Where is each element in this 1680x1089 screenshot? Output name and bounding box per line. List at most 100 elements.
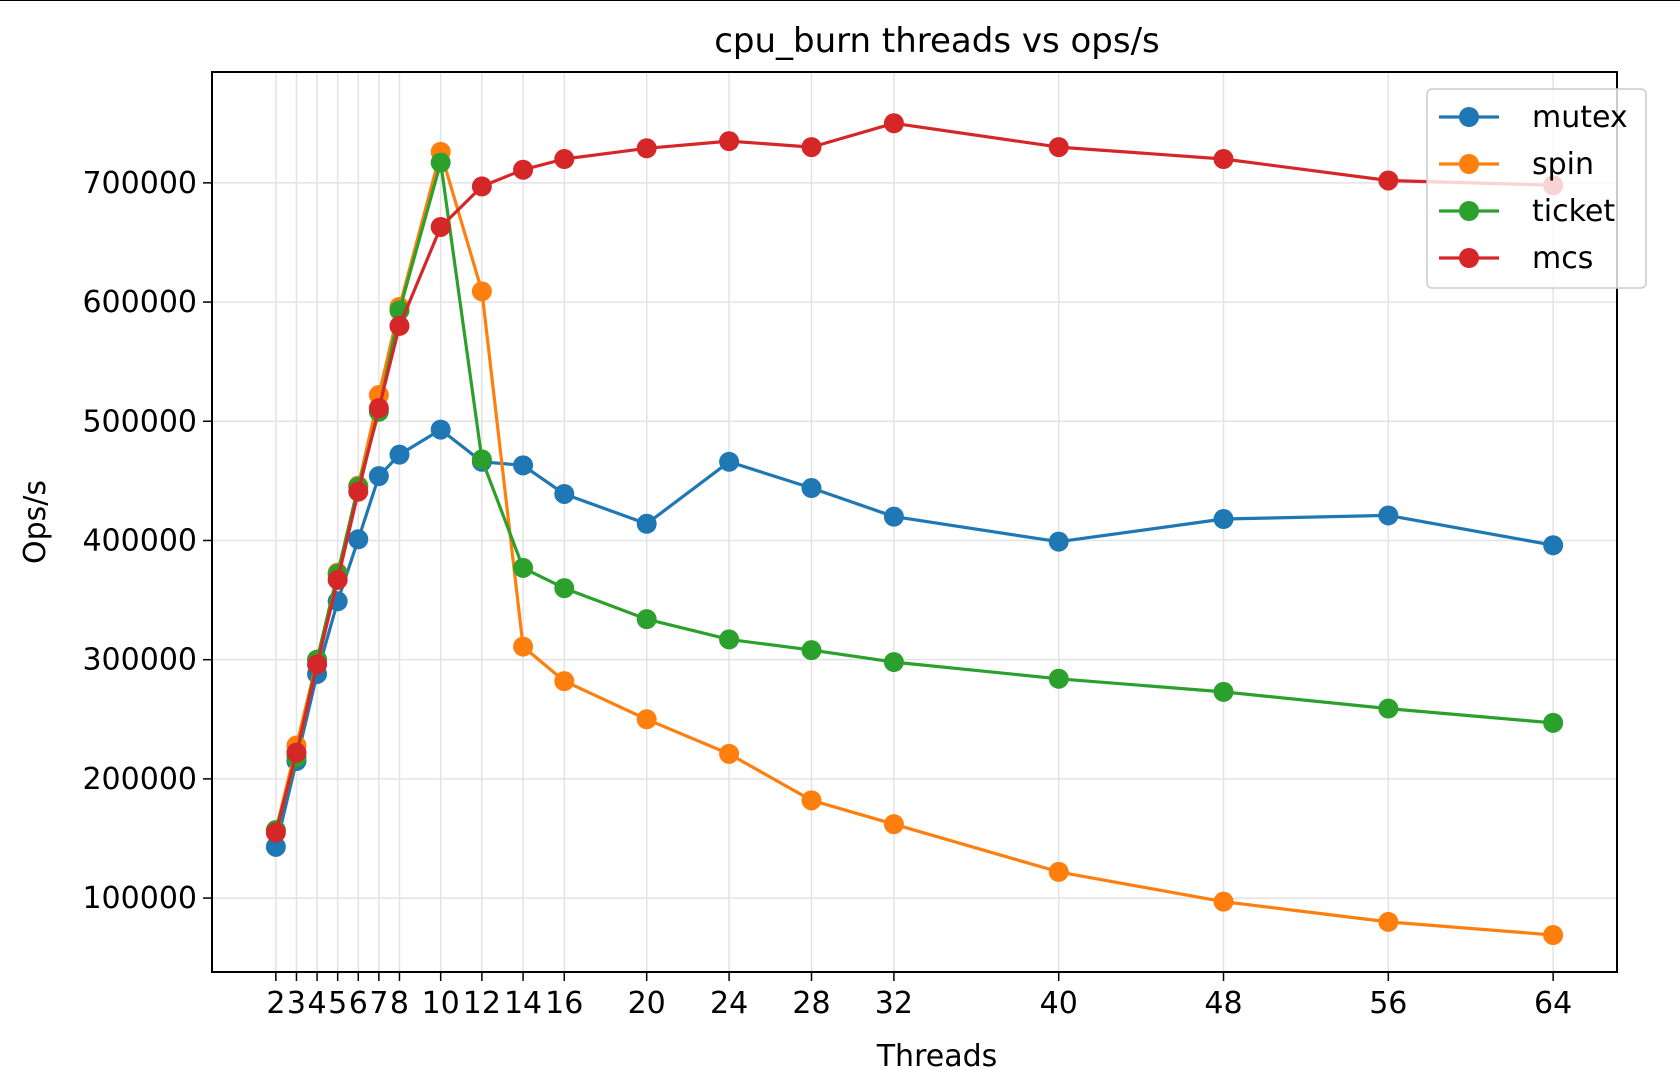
data-point-spin xyxy=(1048,861,1069,882)
x-tick-label: 4 xyxy=(308,986,327,1021)
x-axis-label: Threads xyxy=(876,1039,998,1074)
legend-box xyxy=(1426,88,1647,289)
data-point-mutex xyxy=(430,419,451,440)
data-point-mcs xyxy=(286,742,307,763)
data-point-ticket xyxy=(636,609,657,630)
data-point-spin xyxy=(1213,891,1234,912)
data-point-mutex xyxy=(348,529,369,550)
data-point-ticket xyxy=(719,629,740,650)
data-point-spin xyxy=(883,814,904,835)
x-tick-label: 14 xyxy=(504,986,542,1021)
data-point-mcs xyxy=(389,315,410,336)
data-point-mutex xyxy=(719,451,740,472)
data-point-ticket xyxy=(1213,681,1234,702)
data-point-mcs xyxy=(430,216,451,237)
data-point-mutex xyxy=(513,455,534,476)
x-tick-label: 6 xyxy=(349,986,368,1021)
y-tick-label: 100000 xyxy=(82,881,197,916)
x-tick-label: 12 xyxy=(463,986,501,1021)
x-tick-label: 3 xyxy=(287,986,306,1021)
y-tick-label: 400000 xyxy=(82,523,197,558)
x-tick-label: 40 xyxy=(1040,986,1078,1021)
data-point-ticket xyxy=(1048,668,1069,689)
x-tick-label: 5 xyxy=(328,986,347,1021)
x-tick-label: 20 xyxy=(628,986,666,1021)
top-border xyxy=(0,0,1680,1)
data-point-mutex xyxy=(883,506,904,527)
data-point-mcs xyxy=(513,159,534,180)
x-tick-label: 7 xyxy=(369,986,388,1021)
data-point-spin xyxy=(719,743,740,764)
data-point-mutex xyxy=(801,478,822,499)
x-tick-label: 56 xyxy=(1369,986,1407,1021)
series-mcs xyxy=(265,113,1564,843)
chart-title: cpu_burn threads vs ops/s xyxy=(714,21,1160,61)
data-point-ticket xyxy=(513,557,534,578)
y-tick-label: 700000 xyxy=(82,166,197,201)
x-tick-label: 32 xyxy=(875,986,913,1021)
data-point-mutex xyxy=(1048,531,1069,552)
data-point-ticket xyxy=(1378,698,1399,719)
data-point-mcs xyxy=(348,481,369,502)
legend-label-mutex: mutex xyxy=(1532,100,1628,135)
data-point-ticket xyxy=(471,449,492,470)
data-point-ticket xyxy=(883,652,904,673)
data-point-spin xyxy=(801,790,822,811)
data-point-mcs xyxy=(1213,149,1234,170)
legend-label-spin: spin xyxy=(1532,147,1594,182)
x-axis-ticks: 2 3 4 5 6 7 8 10 12 14 16 20 24 28 32 40 48 56 64 xyxy=(266,972,1572,1021)
data-point-spin xyxy=(636,709,657,730)
x-tick-label: 48 xyxy=(1204,986,1242,1021)
data-point-mcs xyxy=(471,176,492,197)
data-point-mcs xyxy=(265,822,286,843)
legend-marker-ticket xyxy=(1459,201,1479,221)
data-point-mcs xyxy=(801,137,822,158)
legend-label-mcs: mcs xyxy=(1532,241,1593,276)
data-point-mcs xyxy=(636,138,657,159)
data-point-ticket xyxy=(801,640,822,661)
data-point-spin xyxy=(554,671,575,692)
plot-area-frame xyxy=(211,71,1618,973)
y-axis-ticks: 100000 200000 300000 400000 500000 600000 7000… xyxy=(82,166,212,916)
data-point-mutex xyxy=(1378,505,1399,526)
legend-label-ticket: ticket xyxy=(1532,194,1615,229)
x-tick-label: 8 xyxy=(390,986,409,1021)
y-tick-label: 500000 xyxy=(82,404,197,439)
data-point-ticket xyxy=(554,578,575,599)
data-point-mcs xyxy=(307,654,328,675)
y-axis-label: Ops/s xyxy=(18,480,53,564)
data-point-mcs xyxy=(1378,170,1399,191)
x-tick-label: 24 xyxy=(710,986,748,1021)
legend-marker-mutex xyxy=(1459,107,1479,127)
series-line-spin xyxy=(274,150,1554,937)
series-mutex xyxy=(265,419,1564,857)
data-point-mcs xyxy=(554,149,575,170)
legend-marker-mcs xyxy=(1459,248,1479,268)
data-point-spin xyxy=(1543,925,1564,946)
y-tick-label: 300000 xyxy=(82,643,197,678)
data-point-spin xyxy=(1378,911,1399,932)
x-tick-label: 16 xyxy=(545,986,583,1021)
data-point-mcs xyxy=(1048,137,1069,158)
x-tick-label: 28 xyxy=(792,986,830,1021)
data-point-spin xyxy=(471,281,492,302)
grid-lines xyxy=(212,72,1617,972)
data-point-mutex xyxy=(368,466,389,487)
y-tick-label: 200000 xyxy=(82,762,197,797)
data-point-mutex xyxy=(1543,535,1564,556)
data-point-ticket xyxy=(1543,712,1564,733)
y-tick-label: 600000 xyxy=(82,285,197,320)
x-tick-label: 64 xyxy=(1534,986,1572,1021)
data-point-mutex xyxy=(1213,509,1234,530)
series-line-mutex xyxy=(274,428,1554,848)
legend-marker-spin xyxy=(1459,154,1479,174)
data-point-spin xyxy=(513,636,534,657)
data-point-mutex xyxy=(265,836,286,857)
data-point-mcs xyxy=(719,131,740,152)
data-point-mutex xyxy=(389,444,410,465)
data-point-mutex xyxy=(554,483,575,504)
series-spin xyxy=(265,141,1564,946)
series-layer xyxy=(265,113,1564,946)
data-point-ticket xyxy=(430,152,451,173)
